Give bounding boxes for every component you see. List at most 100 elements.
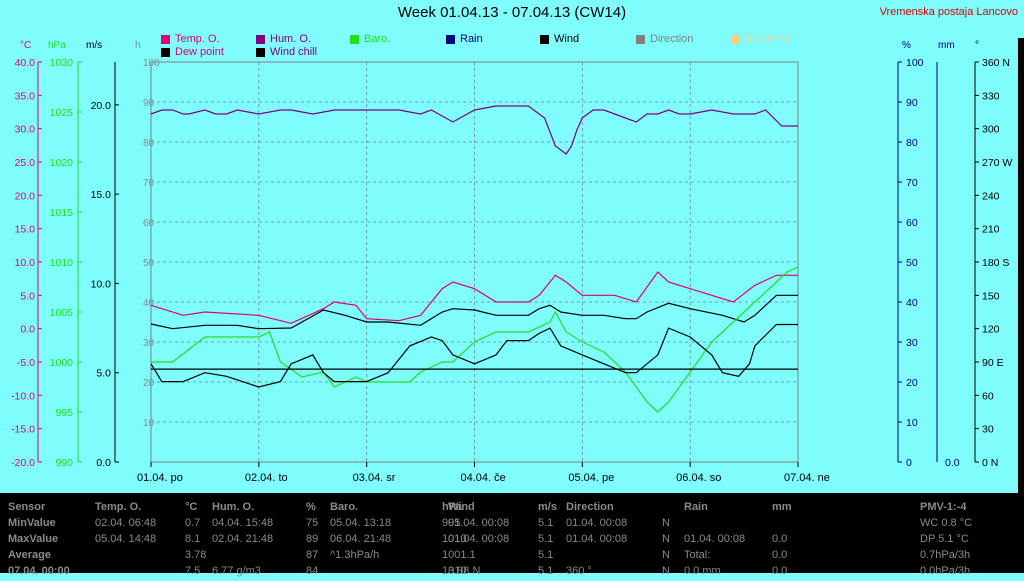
unit-label-rain: mm — [938, 40, 955, 51]
table-cell: 0.7 — [185, 517, 201, 529]
table-row: Average 3.78 87 ^1.3hPa/h 1001.1 5.1 N Total: 0.… — [0, 549, 1024, 565]
dir-tick-label: 150 — [982, 290, 1000, 302]
hum-tick-label: 80 — [906, 137, 918, 149]
dir-tick-label: 330 — [982, 90, 1000, 102]
table-cell: 0.0hPa/3h — [920, 565, 971, 577]
table-header-cell: Hum. O. — [212, 501, 255, 513]
table-header-cell: Sensor — [8, 501, 46, 513]
hum-tick-label: 10 — [906, 417, 918, 429]
table-cell: 01.04. 00:08 — [448, 533, 510, 545]
dir-tick-label: 90 E — [982, 357, 1004, 369]
baro-tick-label: 1020 — [50, 157, 74, 169]
table-cell: 5.1 — [538, 549, 554, 561]
table-cell: 02.04. 21:48 — [212, 533, 274, 545]
wind-tick-label: 20.0 — [91, 100, 112, 112]
hum-tick-label: 0 — [906, 457, 912, 469]
legend-item: Baro. — [350, 33, 390, 45]
baro-tick-label: 1025 — [50, 107, 74, 119]
series-line-dew-point — [150, 294, 798, 330]
legend-label: Wind — [554, 33, 580, 45]
dir-tick-label: 210 — [982, 224, 1000, 236]
x-tick-label: 07.04. ne — [784, 472, 830, 484]
table-header-cell: hPa — [442, 501, 463, 513]
legend-item: Sunshine — [731, 33, 791, 45]
x-tick-label: 04.04. če — [461, 472, 506, 484]
legend-label: Dew point — [175, 46, 224, 58]
table-cell: 75 — [306, 517, 319, 529]
chart-title: Week 01.04.13 - 07.04.13 (CW14) — [397, 4, 627, 21]
table-cell: 3.98 N — [448, 565, 481, 577]
hum-tick-label: 30 — [906, 337, 918, 349]
rain-tick-label: 0.0 — [945, 457, 960, 469]
table-cell: 8.1 — [185, 533, 201, 545]
dir-tick-label: 240 — [982, 190, 1000, 202]
temp-tick-label: -15.0 — [11, 424, 35, 436]
x-tick-label: 03.04. sr — [353, 472, 396, 484]
table-header: Sensor Temp. O. °C Hum. O.% Baro. hPa Wind m/s D… — [0, 501, 1024, 517]
table-cell: 360 ° — [566, 565, 592, 577]
table-cell: 01.04. 00:08 — [684, 533, 746, 545]
legend-label: Hum. O. — [270, 33, 311, 45]
sunshine-tick-label: 100 — [143, 58, 160, 69]
sunshine-tick-label: 80 — [143, 138, 155, 149]
table-cell: 84 — [306, 565, 319, 577]
table-cell: 0.0 — [772, 565, 788, 577]
table-header-cell: Temp. O. — [95, 501, 142, 513]
station-name: Vremenska postaja Lancovo — [879, 6, 1018, 18]
table-cell: N — [662, 549, 670, 561]
table-cell: MinValue — [8, 517, 56, 529]
table-cell: 01.04. 00:08 — [566, 517, 628, 529]
legend-label: Temp. O. — [175, 33, 220, 45]
chart-svg: 01.04. po 02.04. to 03.04. sr 04.04. če 05.0… — [11, 57, 1012, 484]
table-header-cell: Baro. — [330, 501, 359, 513]
sunshine-tick-label: 30 — [143, 338, 155, 349]
scrollbar[interactable] — [1018, 38, 1024, 493]
baro-tick-label: 1010 — [50, 257, 74, 269]
series-line-baro- — [151, 266, 799, 413]
hum-tick-label: 50 — [906, 257, 918, 269]
sunshine-tick-label: 70 — [143, 178, 155, 189]
table-header-cell: Rain — [684, 501, 708, 513]
table-cell: 6.77 g/m3 — [212, 565, 261, 577]
legend-label: Baro. — [364, 33, 391, 45]
hum-tick-label: 40 — [906, 297, 918, 309]
x-tick-label: 05.04. pe — [568, 472, 614, 484]
table-cell: 5.1 — [538, 533, 554, 545]
unit-label-temp: °C — [20, 40, 32, 51]
legend-item: Dew point — [161, 46, 224, 58]
legend-swatch — [731, 34, 740, 44]
legend-label: Direction — [650, 33, 694, 45]
legend-item: Rain — [446, 33, 483, 45]
table-cell: N — [662, 533, 670, 545]
table-cell: 0.0 mm — [684, 565, 721, 577]
unit-label-dir: ° — [975, 40, 979, 51]
table-cell: MaxValue — [8, 533, 59, 545]
wind-tick-label: 5.0 — [96, 368, 111, 380]
unit-label-hum: % — [902, 40, 911, 51]
wind-tick-label: 0.0 — [96, 457, 111, 469]
table-cell: 1001.1 — [442, 549, 476, 561]
temp-tick-label: -20.0 — [11, 457, 35, 469]
table-cell: 0.7hPa/3h — [920, 549, 971, 561]
legend-label: Rain — [460, 33, 483, 45]
table-header-cell: m/s — [538, 501, 557, 513]
temp-tick-label: 25.0 — [15, 157, 36, 169]
unit-label-sun: h — [135, 40, 141, 51]
hum-tick-label: 20 — [906, 377, 918, 389]
hum-tick-label: 90 — [906, 97, 918, 109]
legend-swatch — [256, 34, 265, 44]
dir-tick-label: 30 — [982, 424, 994, 436]
sunshine-tick-label: 50 — [143, 258, 155, 269]
temp-tick-label: 5.0 — [20, 290, 35, 302]
temp-tick-label: 35.0 — [15, 90, 36, 102]
legend-label: Wind chill — [270, 46, 318, 58]
baro-tick-label: 1015 — [50, 207, 74, 219]
temp-tick-label: 40.0 — [15, 57, 36, 69]
baro-tick-label: 995 — [55, 407, 73, 419]
x-tick-label: 01.04. po — [137, 472, 183, 484]
table-cell: 995 — [442, 517, 461, 529]
dir-tick-label: 60 — [982, 390, 994, 402]
table-cell: N — [662, 565, 670, 577]
legend-swatch — [446, 34, 455, 44]
baro-tick-label: 1030 — [50, 57, 74, 69]
